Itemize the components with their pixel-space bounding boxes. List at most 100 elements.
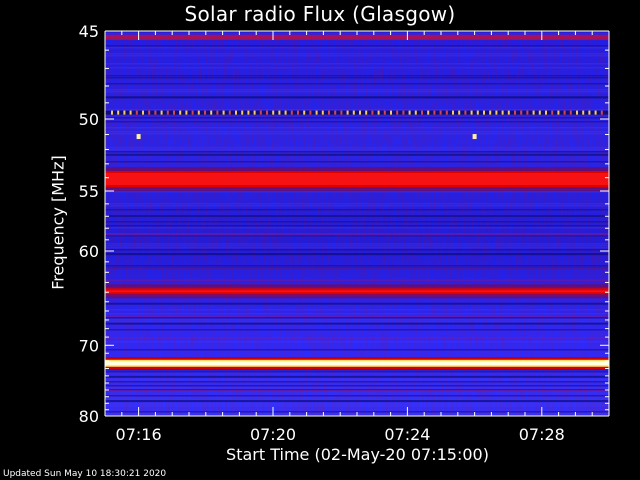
y-tick-label: 80	[79, 407, 99, 426]
texture-line	[105, 215, 609, 218]
band-dash	[557, 110, 560, 115]
burst-spot-1	[136, 134, 141, 140]
band-dash	[210, 110, 213, 115]
band-dash	[594, 110, 597, 115]
band-dash	[588, 110, 591, 115]
x-tick-label: 07:20	[250, 425, 296, 444]
x-axis: 07:16 07:20 07:24 07:28	[104, 30, 610, 444]
band-dash	[470, 110, 473, 115]
band-dash	[129, 110, 132, 115]
band-dash	[396, 110, 399, 115]
band-dash	[297, 110, 299, 115]
y-axis: 45 50 55 60 70 80	[79, 22, 610, 426]
band-dash	[235, 110, 237, 115]
band-dash	[179, 110, 182, 115]
band-dash	[569, 110, 572, 115]
y-tick-label: 45	[79, 22, 99, 41]
burst-spot-2	[472, 134, 477, 140]
texture-line	[105, 400, 609, 403]
band-dash	[160, 110, 163, 115]
band-dash	[290, 110, 293, 115]
band-dash	[334, 110, 337, 115]
band-dash	[142, 110, 144, 115]
band-dash	[532, 110, 535, 115]
band-dash	[464, 110, 467, 115]
band-dash	[489, 110, 492, 115]
band-dash	[284, 110, 287, 115]
band-dash	[247, 110, 250, 115]
band-dash	[390, 110, 392, 115]
band-dash	[545, 110, 547, 115]
texture-line	[105, 253, 609, 256]
band-dash	[204, 110, 206, 115]
band-dash	[346, 110, 349, 115]
band-dash	[148, 110, 151, 115]
band-dash	[458, 110, 461, 115]
band-dash	[371, 110, 374, 115]
texture-line	[105, 315, 609, 318]
band-dash	[507, 110, 510, 115]
band-dash	[600, 110, 603, 115]
band-dash	[315, 110, 318, 115]
band-dash	[365, 110, 368, 115]
band-dash	[476, 110, 479, 115]
band-core	[105, 173, 609, 186]
y-tick-label: 60	[79, 242, 99, 261]
band-dash	[576, 110, 578, 115]
texture-line	[105, 234, 609, 236]
y-tick-label: 50	[79, 110, 99, 129]
band-dash	[303, 110, 306, 115]
x-tick-label: 07:24	[384, 425, 430, 444]
texture-line	[105, 322, 609, 325]
band-bg	[105, 110, 609, 115]
band-dash	[402, 110, 405, 115]
band-dash	[241, 110, 244, 115]
texture-line	[105, 389, 609, 392]
texture-line	[105, 279, 609, 281]
band-dash	[383, 110, 386, 115]
band-dash	[123, 110, 126, 115]
texture-line	[105, 337, 609, 339]
band-dash	[445, 110, 448, 115]
y-axis-label: Frequency [MHz]	[48, 155, 68, 290]
band-dash	[266, 110, 268, 115]
band-dash	[439, 110, 442, 115]
band-dash	[135, 110, 138, 115]
band-dash	[359, 110, 361, 115]
band-dash	[501, 110, 504, 115]
band-dash	[278, 110, 281, 115]
band-dash	[328, 110, 330, 115]
x-tick-label: 07:16	[116, 425, 162, 444]
band-dash	[321, 110, 324, 115]
band-dash	[173, 110, 175, 115]
band-dash	[111, 110, 113, 115]
band-dash	[259, 110, 262, 115]
band-45.3	[105, 34, 609, 40]
band-dash	[427, 110, 430, 115]
noise-speckle	[105, 31, 609, 416]
band-dash	[414, 110, 417, 115]
band-dash	[340, 110, 343, 115]
band-dash	[421, 110, 423, 115]
texture-line	[105, 267, 609, 269]
texture-line	[105, 375, 609, 378]
band-dash	[228, 110, 231, 115]
x-axis-label: Start Time (02-May-20 07:15:00)	[226, 445, 489, 464]
band-dash	[253, 110, 256, 115]
chart-title: Solar radio Flux (Glasgow)	[184, 2, 456, 26]
band-dash	[377, 110, 380, 115]
updated-timestamp: Updated Sun May 10 18:30:21 2020	[3, 469, 167, 479]
x-tick-label: 07:28	[519, 425, 565, 444]
band-dash	[185, 110, 188, 115]
band-dash	[582, 110, 585, 115]
band-dash	[408, 110, 411, 115]
band-dash	[514, 110, 516, 115]
band-dash	[452, 110, 454, 115]
band-dash	[222, 110, 225, 115]
band-dash	[352, 110, 355, 115]
y-tick-label: 70	[79, 336, 99, 355]
band-core	[105, 361, 609, 366]
band-dash	[520, 110, 523, 115]
band-dash	[154, 110, 157, 115]
band-core	[105, 290, 609, 293]
